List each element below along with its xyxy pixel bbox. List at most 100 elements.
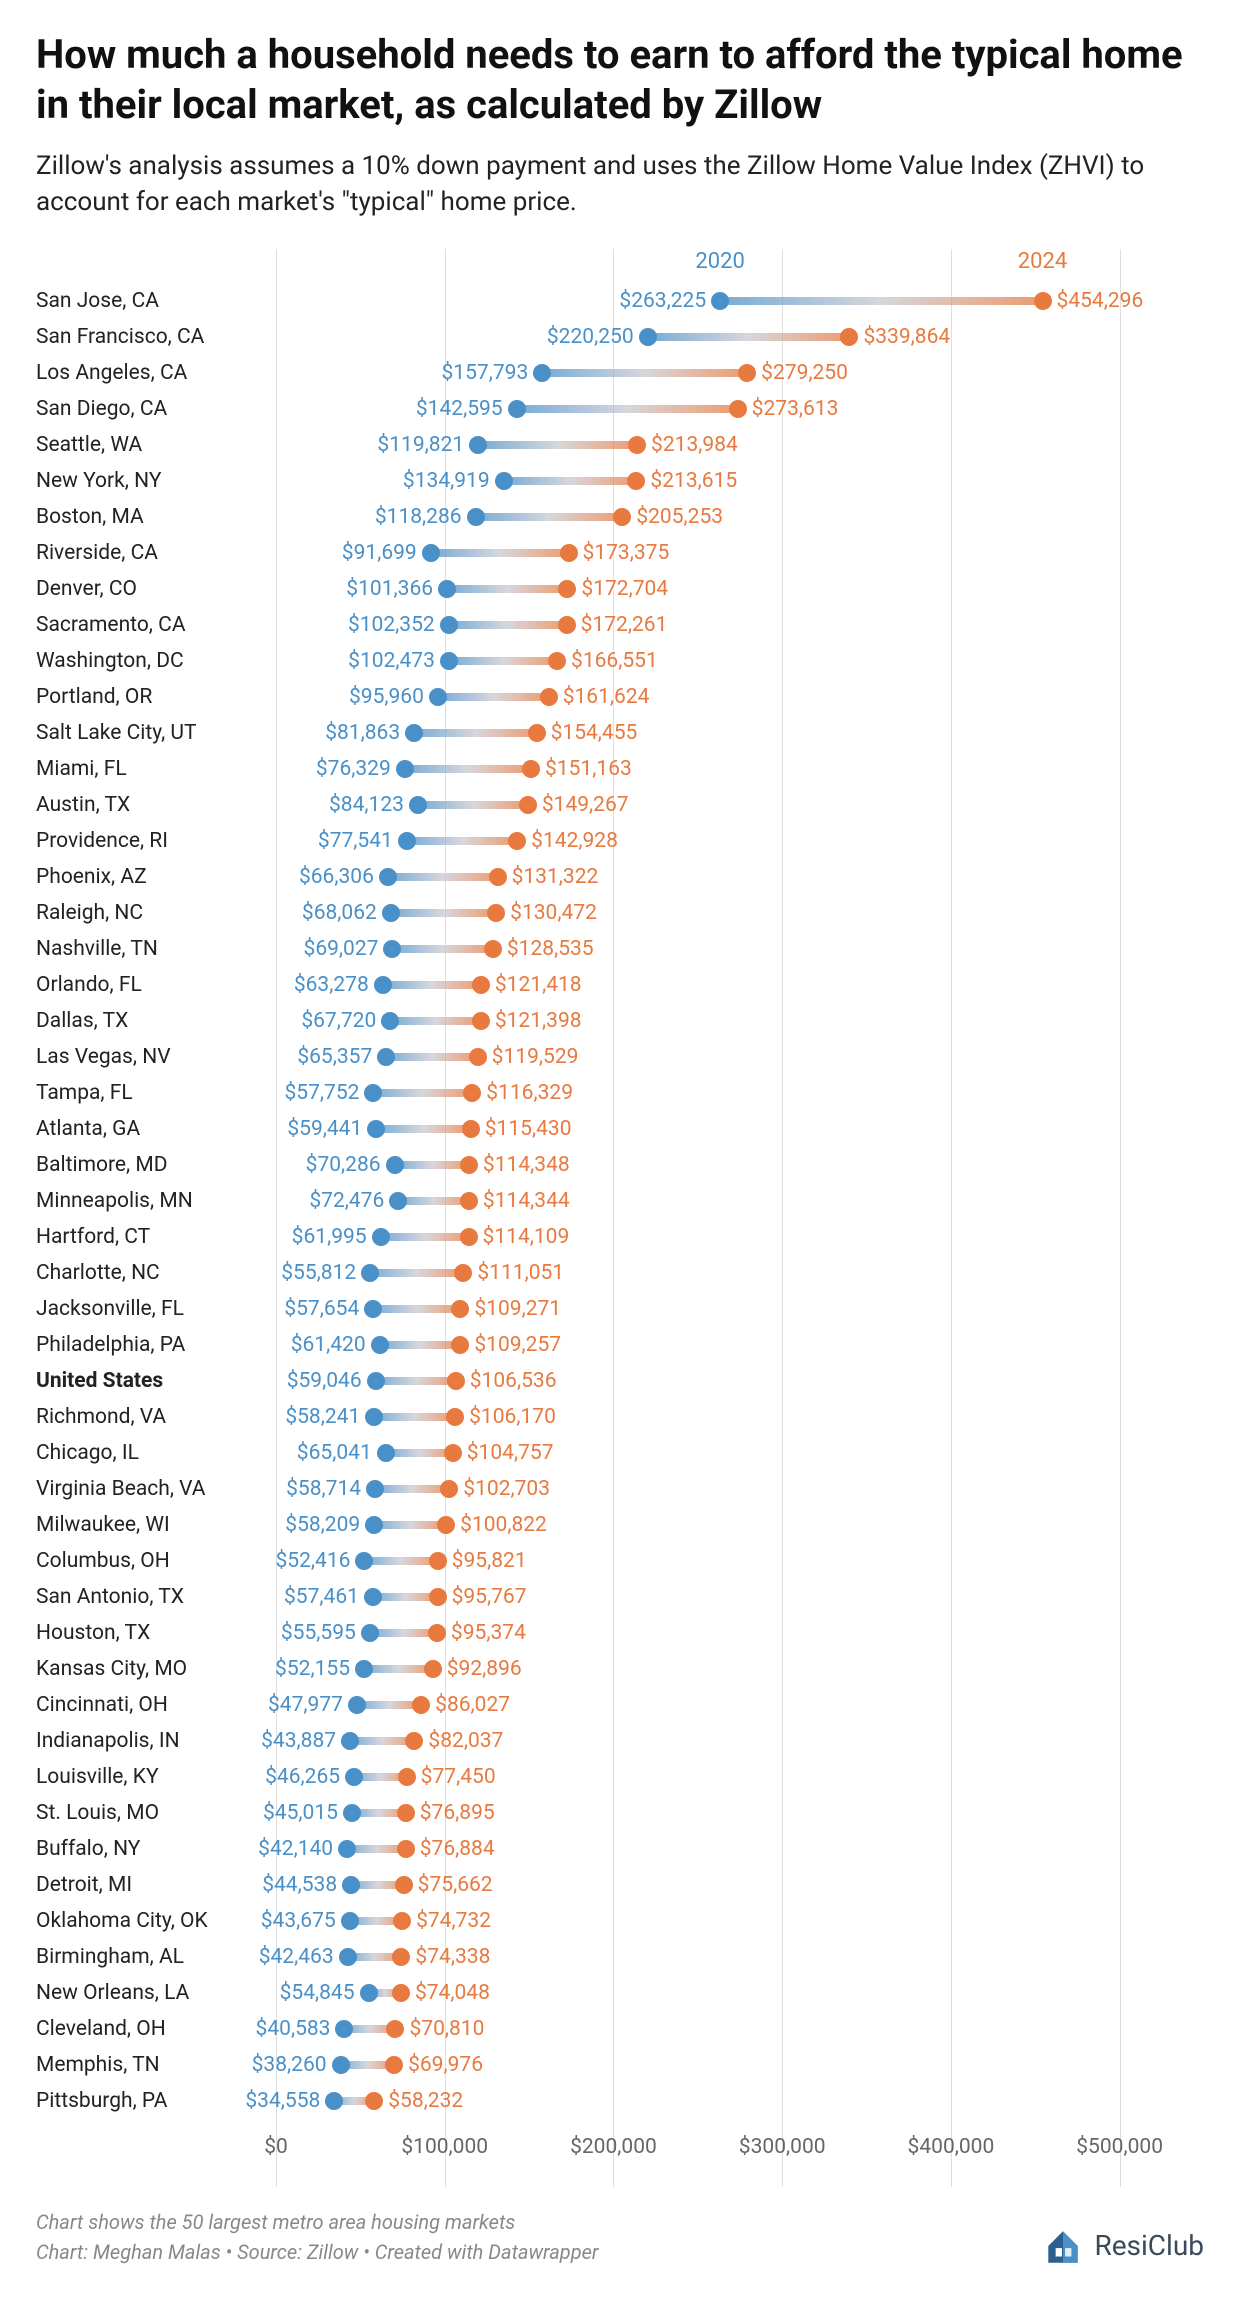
- chart-row: Louisville, KY$46,265$77,450: [36, 1759, 1204, 1795]
- chart-row: Portland, OR$95,960$161,624: [36, 679, 1204, 715]
- range-connector: [376, 1125, 470, 1133]
- row-label: Seattle, WA: [36, 433, 271, 457]
- start-dot: [467, 508, 485, 526]
- row-label: Charlotte, NC: [36, 1261, 271, 1285]
- end-value: $273,613: [752, 397, 839, 421]
- end-value: $114,344: [483, 1189, 570, 1213]
- end-dot: [440, 1480, 458, 1498]
- start-dot: [345, 1768, 363, 1786]
- row-label: Jacksonville, FL: [36, 1297, 271, 1321]
- chart-row: Birmingham, AL$42,463$74,338: [36, 1939, 1204, 1975]
- row-label: Chicago, IL: [36, 1441, 271, 1465]
- row-label: Las Vegas, NV: [36, 1045, 271, 1069]
- end-dot: [397, 1804, 415, 1822]
- range-connector: [449, 657, 557, 665]
- start-dot: [383, 940, 401, 958]
- end-value: $279,250: [761, 361, 848, 385]
- end-dot: [451, 1300, 469, 1318]
- row-label: San Francisco, CA: [36, 325, 271, 349]
- end-value: $104,757: [467, 1441, 554, 1465]
- end-dot: [840, 328, 858, 346]
- chart-row: Hartford, CT$61,995$114,109: [36, 1219, 1204, 1255]
- range-connector: [542, 369, 747, 377]
- range-connector: [447, 585, 567, 593]
- chart-row: Kansas City, MO$52,155$92,896: [36, 1651, 1204, 1687]
- chart-row: Memphis, TN$38,260$69,976: [36, 2047, 1204, 2083]
- end-value: $74,048: [415, 1981, 490, 2005]
- chart-row: Milwaukee, WI$58,209$100,822: [36, 1507, 1204, 1543]
- start-value: $220,250: [547, 325, 634, 349]
- chart-row: Philadelphia, PA$61,420$109,257: [36, 1327, 1204, 1363]
- range-connector: [386, 1449, 453, 1457]
- start-dot: [342, 1876, 360, 1894]
- end-dot: [519, 796, 537, 814]
- chart-row: Houston, TX$55,595$95,374: [36, 1615, 1204, 1651]
- chart-row: Austin, TX$84,123$149,267: [36, 787, 1204, 823]
- end-dot: [447, 1372, 465, 1390]
- start-value: $65,041: [297, 1441, 372, 1465]
- start-dot: [374, 976, 392, 994]
- end-dot: [627, 472, 645, 490]
- start-dot: [325, 2092, 343, 2110]
- end-dot: [522, 760, 540, 778]
- start-value: $68,062: [302, 901, 377, 925]
- end-value: $213,984: [651, 433, 738, 457]
- x-tick-label: $0: [264, 2135, 288, 2159]
- end-value: $121,398: [495, 1009, 582, 1033]
- row-label: Austin, TX: [36, 793, 271, 817]
- end-value: $173,375: [583, 541, 670, 565]
- chart-row: New Orleans, LA$54,845$74,048: [36, 1975, 1204, 2011]
- end-dot: [469, 1048, 487, 1066]
- start-dot: [364, 1300, 382, 1318]
- start-value: $40,583: [256, 2017, 331, 2041]
- house-icon: [1042, 2225, 1084, 2267]
- start-value: $67,720: [301, 1009, 376, 1033]
- range-connector: [380, 1341, 461, 1349]
- end-dot: [548, 652, 566, 670]
- chart-row: Cincinnati, OH$47,977$86,027: [36, 1687, 1204, 1723]
- chart-row: Indianapolis, IN$43,887$82,037: [36, 1723, 1204, 1759]
- brand-logo: ResiClub: [1042, 2225, 1204, 2267]
- end-value: $76,884: [420, 1837, 495, 1861]
- start-value: $44,538: [262, 1873, 337, 1897]
- range-connector: [381, 1233, 469, 1241]
- end-dot: [462, 1120, 480, 1138]
- end-dot: [398, 1768, 416, 1786]
- end-value: $95,374: [451, 1621, 526, 1645]
- end-value: $92,896: [447, 1657, 522, 1681]
- end-value: $128,535: [507, 937, 594, 961]
- start-dot: [366, 1480, 384, 1498]
- range-connector: [373, 1305, 460, 1313]
- end-dot: [460, 1156, 478, 1174]
- row-label: Raleigh, NC: [36, 901, 271, 925]
- start-dot: [377, 1444, 395, 1462]
- end-dot: [1034, 292, 1052, 310]
- range-connector: [431, 549, 569, 557]
- row-label: Portland, OR: [36, 685, 271, 709]
- row-label: Baltimore, MD: [36, 1153, 271, 1177]
- end-dot: [392, 1948, 410, 1966]
- start-dot: [361, 1264, 379, 1282]
- start-value: $134,919: [403, 469, 490, 493]
- row-label: Louisville, KY: [36, 1765, 271, 1789]
- chart-row: Atlanta, GA$59,441$115,430: [36, 1111, 1204, 1147]
- end-value: $109,271: [474, 1297, 561, 1321]
- end-dot: [424, 1660, 442, 1678]
- row-label: Los Angeles, CA: [36, 361, 271, 385]
- range-connector: [364, 1557, 437, 1565]
- end-value: $111,051: [477, 1261, 564, 1285]
- row-label: United States: [36, 1369, 271, 1393]
- start-value: $157,793: [442, 361, 529, 385]
- end-dot: [489, 868, 507, 886]
- chart-row: Orlando, FL$63,278$121,418: [36, 967, 1204, 1003]
- row-label: Birmingham, AL: [36, 1945, 271, 1969]
- range-connector: [449, 621, 567, 629]
- row-label: Minneapolis, MN: [36, 1189, 271, 1213]
- end-dot: [393, 1912, 411, 1930]
- start-value: $84,123: [329, 793, 404, 817]
- range-connector: [370, 1629, 437, 1637]
- range-connector: [386, 1053, 477, 1061]
- end-value: $58,232: [388, 2089, 463, 2113]
- range-connector: [375, 1485, 449, 1493]
- end-value: $130,472: [510, 901, 597, 925]
